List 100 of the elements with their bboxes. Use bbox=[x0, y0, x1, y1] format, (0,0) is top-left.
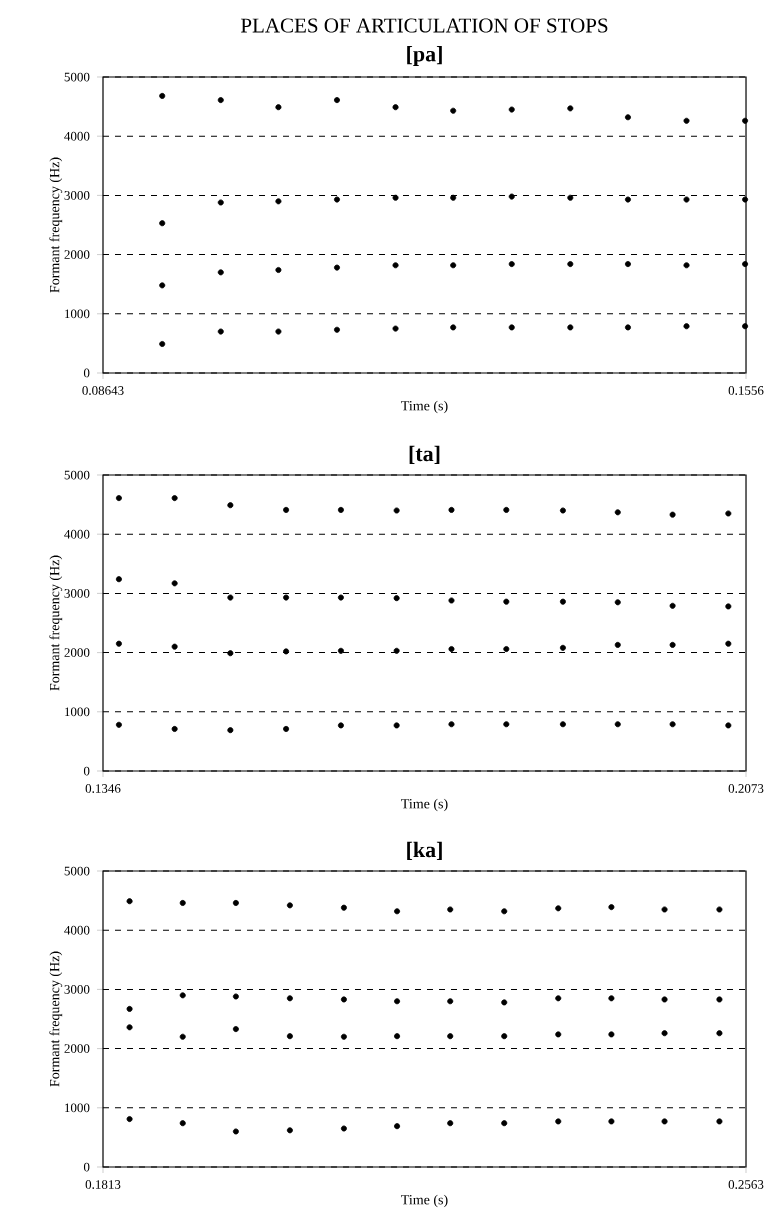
point bbox=[503, 721, 510, 728]
point bbox=[669, 721, 676, 728]
point bbox=[217, 269, 224, 276]
point bbox=[624, 196, 631, 203]
point bbox=[393, 647, 400, 654]
point bbox=[614, 599, 621, 606]
point bbox=[126, 1024, 133, 1031]
point bbox=[286, 902, 293, 909]
point bbox=[392, 262, 399, 269]
point bbox=[447, 1033, 454, 1040]
point bbox=[614, 721, 621, 728]
y-tick-label: 5000 bbox=[64, 470, 90, 480]
point bbox=[394, 908, 401, 915]
x-tick-label: 0.2073 bbox=[728, 784, 764, 793]
point bbox=[159, 282, 166, 289]
point bbox=[567, 105, 574, 112]
y-tick-label: 1000 bbox=[65, 1103, 90, 1113]
point bbox=[159, 220, 166, 227]
point bbox=[716, 996, 723, 1003]
point bbox=[217, 199, 224, 206]
point bbox=[126, 1005, 133, 1012]
point bbox=[227, 502, 234, 509]
point bbox=[503, 646, 510, 653]
point bbox=[126, 1116, 133, 1123]
point bbox=[337, 594, 344, 601]
point bbox=[624, 261, 631, 268]
point bbox=[448, 506, 455, 513]
point bbox=[393, 595, 400, 602]
point bbox=[286, 1127, 293, 1134]
point bbox=[217, 97, 224, 104]
point bbox=[567, 324, 574, 331]
y-tick-label: 4000 bbox=[64, 131, 90, 141]
chart-title: [ta] bbox=[409, 445, 440, 464]
point bbox=[448, 646, 455, 653]
point bbox=[661, 1118, 668, 1125]
point bbox=[393, 507, 400, 514]
y-axis-title: Formant frequency (Hz) bbox=[49, 951, 63, 1087]
chart-title: [pa] bbox=[407, 46, 442, 66]
point bbox=[227, 650, 234, 657]
point bbox=[217, 328, 224, 335]
point bbox=[508, 261, 515, 268]
point bbox=[171, 725, 178, 732]
point bbox=[555, 995, 562, 1002]
point bbox=[501, 1033, 508, 1040]
point bbox=[614, 509, 621, 516]
point bbox=[115, 576, 122, 583]
point bbox=[115, 495, 122, 502]
point bbox=[227, 727, 234, 734]
y-tick-label: 2000 bbox=[64, 648, 90, 657]
point bbox=[448, 721, 455, 728]
point bbox=[232, 899, 239, 906]
point bbox=[450, 324, 457, 331]
point bbox=[559, 721, 566, 728]
point bbox=[447, 906, 454, 913]
point bbox=[337, 647, 344, 654]
point bbox=[232, 993, 239, 1000]
point bbox=[275, 198, 282, 205]
x-tick-label: 0.1813 bbox=[85, 1180, 121, 1189]
point bbox=[608, 995, 615, 1002]
point bbox=[725, 640, 732, 647]
point bbox=[275, 104, 282, 111]
point bbox=[275, 266, 282, 273]
point bbox=[232, 1026, 239, 1033]
point bbox=[559, 644, 566, 651]
point bbox=[508, 193, 515, 200]
point bbox=[179, 1120, 186, 1127]
point bbox=[179, 992, 186, 999]
point bbox=[450, 262, 457, 269]
point bbox=[450, 194, 457, 201]
point bbox=[126, 898, 133, 905]
point bbox=[683, 262, 690, 269]
point bbox=[669, 511, 676, 518]
point bbox=[608, 1031, 615, 1038]
x-tick-label: 0.2563 bbox=[728, 1180, 764, 1189]
point bbox=[661, 1030, 668, 1037]
point bbox=[555, 1031, 562, 1038]
point bbox=[179, 1033, 186, 1040]
point bbox=[337, 722, 344, 729]
x-axis-title: Time (s) bbox=[401, 400, 448, 414]
point bbox=[608, 904, 615, 911]
y-tick-label: 5000 bbox=[64, 866, 90, 876]
point bbox=[508, 324, 515, 331]
point bbox=[393, 722, 400, 729]
point bbox=[286, 995, 293, 1002]
y-tick-label: 3000 bbox=[64, 589, 90, 598]
point bbox=[283, 594, 290, 601]
x-tick-label: 0.08643 bbox=[82, 386, 124, 395]
point bbox=[283, 506, 290, 513]
point bbox=[333, 196, 340, 203]
y-tick-label: 2000 bbox=[64, 1044, 90, 1053]
point bbox=[447, 1120, 454, 1127]
point bbox=[501, 999, 508, 1006]
point bbox=[725, 722, 732, 729]
point bbox=[683, 117, 690, 124]
point bbox=[567, 261, 574, 268]
point bbox=[286, 1033, 293, 1040]
point bbox=[275, 328, 282, 335]
point bbox=[179, 899, 186, 906]
x-axis-title: Time (s) bbox=[401, 798, 448, 812]
point bbox=[159, 92, 166, 99]
